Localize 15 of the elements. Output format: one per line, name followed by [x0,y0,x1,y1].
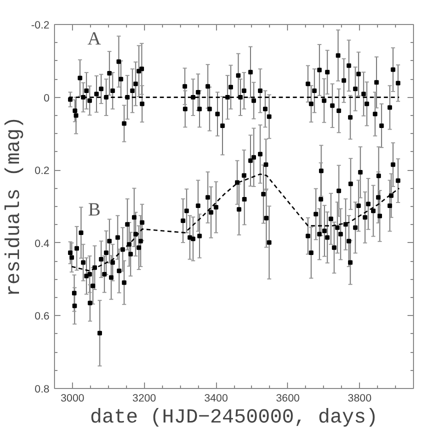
x-tick-label: 3000 [60,392,84,404]
y-tick-label: 0.8 [34,384,50,396]
y-tick-label: 0.2 [34,165,50,178]
y-tick-label: 0 [44,92,50,104]
y-tick-label: -0.2 [31,20,50,32]
series-label: B [88,200,101,221]
x-axis-title: date (HJD−2450000, days) [90,406,378,430]
series-label: A [88,28,102,50]
y-tick-label: 0.6 [34,310,50,323]
x-tick-label: 3800 [348,392,372,404]
x-tick-label: 3200 [132,392,156,404]
y-axis-title: residuals (mag) [3,116,26,297]
y-tick-label: 0.4 [34,238,50,250]
x-tick-label: 3400 [204,392,228,404]
x-tick-label: 3600 [276,392,300,404]
